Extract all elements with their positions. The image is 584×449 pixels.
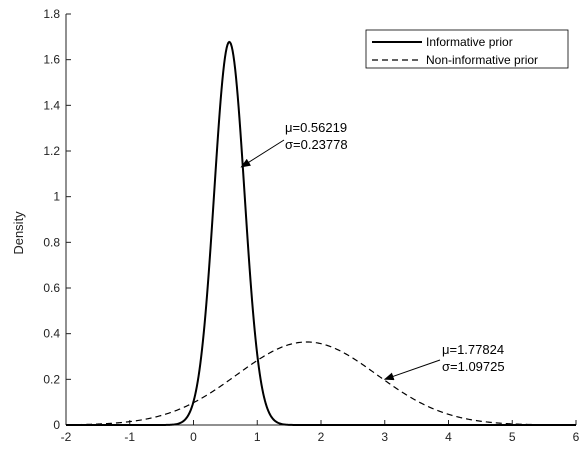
y-tick-label: 1.2 — [43, 144, 60, 158]
y-tick-label: 0.6 — [43, 281, 60, 295]
annotation-mu-1: μ=0.56219 — [285, 120, 347, 135]
y-tick-label: 1.4 — [43, 98, 60, 112]
annotation-mu-2: μ=1.77824 — [442, 342, 504, 357]
legend-box — [365, 29, 569, 69]
series-line-non-informative-prior — [65, 341, 576, 426]
annotation-sigma-2: σ=1.09725 — [442, 359, 505, 374]
y-tick-label: 0 — [53, 418, 60, 432]
annotations: μ=0.56219 σ=0.23778 μ=1.77824 σ=1.09725 — [240, 120, 505, 381]
y-tick-label: 0.8 — [43, 235, 60, 249]
y-tick-label: 1 — [53, 190, 60, 204]
y-axis-label: Density — [11, 211, 26, 255]
legend-label-noninformative: Non-informative prior — [426, 53, 538, 67]
x-tick-label: 3 — [381, 430, 388, 444]
legend-label-informative: Informative prior — [426, 35, 513, 49]
y-tick-label: 0.4 — [43, 327, 60, 341]
x-tick-label: -1 — [124, 430, 135, 444]
annotation-arrow-2 — [383, 359, 441, 381]
y-tick-label: 1.6 — [43, 53, 60, 67]
x-tick-label: -2 — [61, 430, 72, 444]
legend: Informative prior Non-informative prior — [365, 29, 569, 69]
x-tick-label: 2 — [318, 430, 325, 444]
x-tick-label: 4 — [445, 430, 452, 444]
x-tick-label: 0 — [190, 430, 197, 444]
x-tick-label: 1 — [254, 430, 261, 444]
axes: -2 -1 0 1 2 3 4 5 6 0 0.2 0.4 0.6 0.8 1 1.2 1.4 1.6 1.8 — [43, 7, 579, 444]
series-line-informative-prior — [66, 40, 576, 426]
curves — [65, 40, 576, 426]
x-tick-label: 6 — [573, 430, 580, 444]
y-tick-label: 1.8 — [43, 7, 60, 21]
annotation-arrow-1 — [240, 139, 285, 168]
annotation-sigma-1: σ=0.23778 — [285, 137, 348, 152]
y-tick-label: 0.2 — [43, 372, 60, 386]
x-tick-label: 5 — [509, 430, 516, 444]
